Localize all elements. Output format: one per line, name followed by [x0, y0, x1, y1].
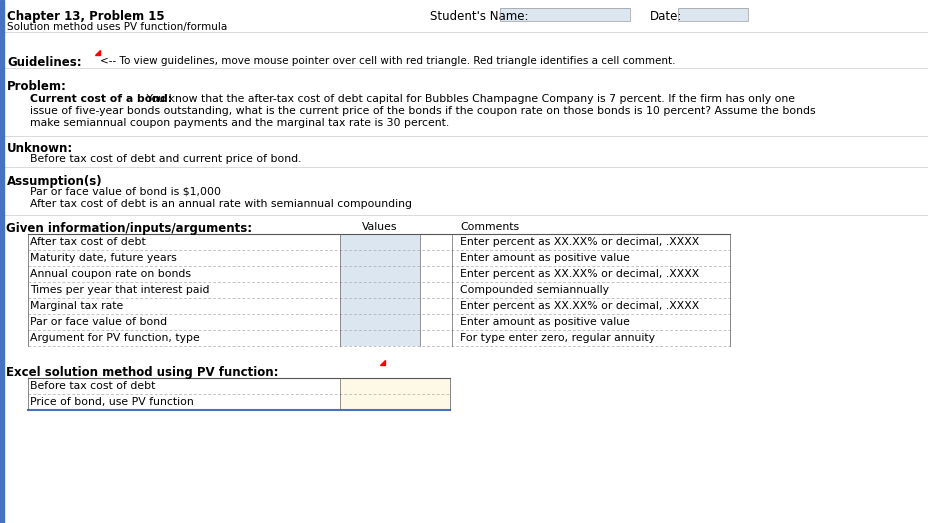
Text: make semiannual coupon payments and the marginal tax rate is 30 percent.: make semiannual coupon payments and the …	[30, 118, 449, 128]
Text: Before tax cost of debt and current price of bond.: Before tax cost of debt and current pric…	[30, 154, 302, 164]
Text: Price of bond, use PV function: Price of bond, use PV function	[30, 397, 194, 407]
Text: Enter amount as positive value: Enter amount as positive value	[459, 317, 629, 327]
Text: Enter percent as XX.XX% or decimal, .XXXX: Enter percent as XX.XX% or decimal, .XXX…	[459, 301, 699, 311]
Text: Annual coupon rate on bonds: Annual coupon rate on bonds	[30, 269, 191, 279]
Text: For type enter zero, regular annuity: For type enter zero, regular annuity	[459, 333, 654, 343]
Text: Enter amount as positive value: Enter amount as positive value	[459, 253, 629, 263]
Text: Unknown:: Unknown:	[7, 142, 73, 155]
Text: Date:: Date:	[650, 10, 682, 23]
Polygon shape	[380, 360, 384, 365]
Text: Par or face value of bond: Par or face value of bond	[30, 317, 167, 327]
Bar	[340, 314, 419, 330]
Bar	[0, 0, 4, 523]
Text: Excel solution method using PV function:: Excel solution method using PV function:	[6, 366, 278, 379]
Text: Marginal tax rate: Marginal tax rate	[30, 301, 123, 311]
Polygon shape	[95, 50, 100, 55]
Text: Comments: Comments	[459, 222, 519, 232]
Text: Times per year that interest paid: Times per year that interest paid	[30, 285, 210, 295]
Text: Enter percent as XX.XX% or decimal, .XXXX: Enter percent as XX.XX% or decimal, .XXX…	[459, 269, 699, 279]
Text: Given information/inputs/arguments:: Given information/inputs/arguments:	[6, 222, 251, 235]
Text: You know that the after-tax cost of debt capital for Bubbles Champagne Company i: You know that the after-tax cost of debt…	[143, 94, 794, 104]
Text: Solution method uses PV function/formula: Solution method uses PV function/formula	[7, 22, 227, 32]
Text: Current cost of a bond:: Current cost of a bond:	[30, 94, 172, 104]
Text: Before tax cost of debt: Before tax cost of debt	[30, 381, 155, 391]
Text: Compounded semiannually: Compounded semiannually	[459, 285, 609, 295]
Text: Values: Values	[362, 222, 397, 232]
Bar	[340, 378, 449, 394]
Text: Par or face value of bond is $1,000: Par or face value of bond is $1,000	[30, 187, 221, 197]
Bar	[340, 266, 419, 282]
Text: After tax cost of debt: After tax cost of debt	[30, 237, 146, 247]
Text: Problem:: Problem:	[7, 80, 67, 93]
Text: Enter percent as XX.XX% or decimal, .XXXX: Enter percent as XX.XX% or decimal, .XXX…	[459, 237, 699, 247]
Bar	[499, 8, 629, 21]
Text: Assumption(s): Assumption(s)	[7, 175, 102, 188]
Text: Argument for PV function, type: Argument for PV function, type	[30, 333, 200, 343]
Bar	[340, 282, 419, 298]
Text: Maturity date, future years: Maturity date, future years	[30, 253, 176, 263]
Text: Chapter 13, Problem 15: Chapter 13, Problem 15	[7, 10, 164, 23]
Bar	[340, 250, 419, 266]
Bar	[677, 8, 747, 21]
Bar	[499, 8, 629, 21]
Bar	[677, 8, 747, 21]
Text: Student's Name:: Student's Name:	[430, 10, 528, 23]
Bar	[340, 330, 419, 346]
Bar	[340, 298, 419, 314]
Text: <-- To view guidelines, move mouse pointer over cell with red triangle. Red tria: <-- To view guidelines, move mouse point…	[100, 56, 675, 66]
Text: Guidelines:: Guidelines:	[7, 56, 82, 69]
Bar	[340, 234, 419, 250]
Text: After tax cost of debt is an annual rate with semiannual compounding: After tax cost of debt is an annual rate…	[30, 199, 411, 209]
Text: issue of five-year bonds outstanding, what is the current price of the bonds if : issue of five-year bonds outstanding, wh…	[30, 106, 815, 116]
Bar	[340, 394, 449, 410]
